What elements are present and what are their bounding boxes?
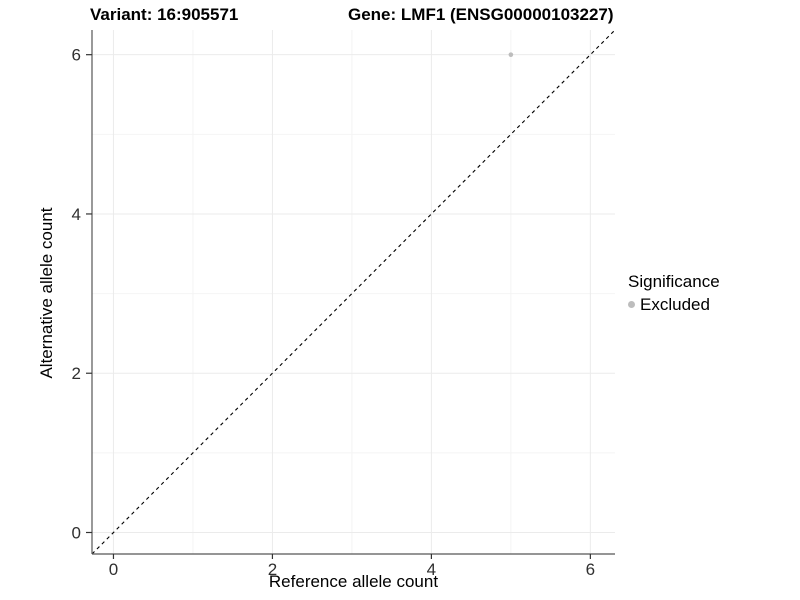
data-point-excluded xyxy=(508,52,514,57)
legend-key-dot xyxy=(628,301,635,309)
plot-title-gene: Gene: LMF1 (ENSG00000103227) xyxy=(348,5,614,24)
x-tick-label: 0 xyxy=(109,560,118,579)
y-tick-label: 6 xyxy=(72,46,81,65)
x-tick-label: 6 xyxy=(586,560,595,579)
y-axis-title: Alternative allele count xyxy=(37,207,56,379)
legend-item-excluded: Excluded xyxy=(628,294,720,315)
identity-line xyxy=(91,29,616,555)
legend-title: Significance xyxy=(628,272,720,291)
x-axis-title: Reference allele count xyxy=(268,572,439,591)
legend: Significance Excluded xyxy=(628,271,720,316)
y-tick-label: 0 xyxy=(72,523,81,542)
plot-title-variant: Variant: 16:905571 xyxy=(90,5,239,24)
x-tick-label: 4 xyxy=(427,560,436,579)
y-tick-label: 4 xyxy=(72,205,81,224)
legend-item-label: Excluded xyxy=(640,295,710,315)
y-tick-label: 2 xyxy=(72,364,81,383)
x-tick-label: 2 xyxy=(268,560,277,579)
